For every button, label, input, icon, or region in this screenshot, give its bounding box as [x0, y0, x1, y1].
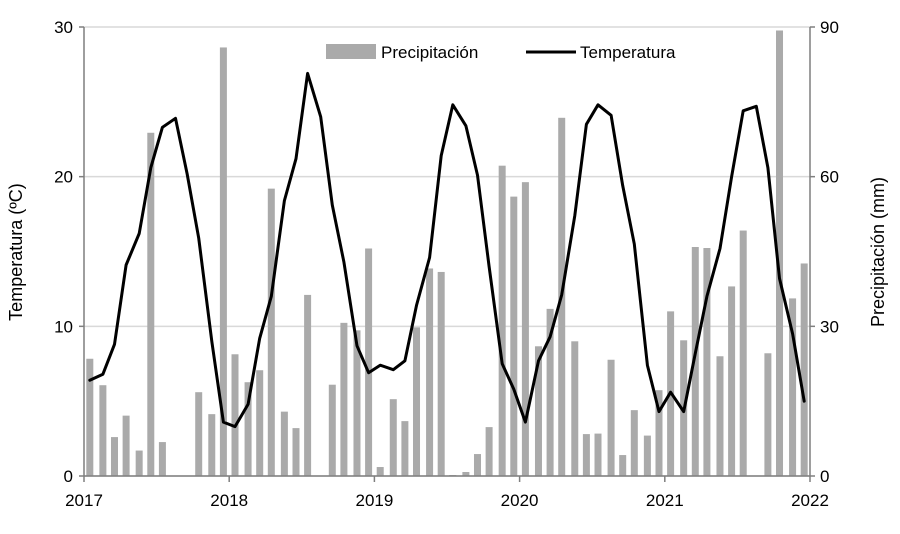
x-axis-ticks: 2017 2018 2019 2020 2021 2022	[65, 476, 829, 510]
precipitation-bar	[582, 434, 590, 476]
precipitation-bars	[86, 30, 808, 477]
precipitation-bar	[485, 427, 493, 476]
precipitation-bar	[498, 165, 506, 477]
precipitation-bar	[776, 30, 784, 477]
precipitation-bar	[110, 437, 118, 476]
precipitation-bar	[304, 294, 312, 476]
precipitation-bar	[256, 370, 264, 476]
right-tick-label: 60	[820, 168, 839, 187]
precipitation-bar	[594, 433, 602, 476]
right-tick-label: 30	[820, 317, 839, 336]
precipitation-bar	[413, 327, 421, 476]
precipitation-bar	[122, 415, 130, 476]
precipitation-bar	[426, 268, 434, 476]
precipitation-bar	[86, 358, 94, 476]
legend: Precipitación Temperatura	[326, 43, 676, 62]
precipitation-bar	[534, 346, 542, 476]
gridlines	[84, 26, 810, 477]
precipitation-bar	[437, 271, 445, 476]
legend-precipitation-swatch	[326, 44, 376, 59]
precipitation-bar	[158, 442, 166, 476]
precipitation-bar	[376, 467, 384, 476]
temperature-line	[88, 71, 806, 429]
left-tick-label: 10	[54, 317, 73, 336]
x-tick-label: 2019	[355, 491, 393, 510]
right-axis-title: Precipitación (mm)	[868, 177, 888, 327]
left-axis-title: Temperatura (ºC)	[6, 183, 26, 321]
precipitation-bar	[280, 411, 288, 476]
precipitation-bar	[147, 132, 155, 476]
precipitation-bar	[703, 248, 711, 476]
x-tick-label: 2018	[210, 491, 248, 510]
precipitation-bar	[328, 384, 336, 476]
axes	[83, 27, 811, 477]
legend-precipitation-label: Precipitación	[381, 43, 478, 62]
precipitation-bar	[764, 353, 772, 476]
precipitation-bar	[571, 341, 579, 476]
precipitation-bar	[800, 263, 808, 476]
left-tick-label: 0	[64, 467, 73, 486]
precipitation-bar	[244, 382, 252, 476]
left-tick-label: 20	[54, 168, 73, 187]
x-tick-label: 2020	[501, 491, 539, 510]
precipitation-bar	[510, 196, 518, 476]
precipitation-bar	[267, 188, 275, 476]
left-tick-label: 30	[54, 18, 73, 37]
legend-temperature-label: Temperatura	[580, 43, 676, 62]
x-tick-label: 2021	[646, 491, 684, 510]
precipitation-bar	[208, 414, 216, 476]
precipitation-bar	[546, 308, 554, 476]
right-tick-label: 0	[820, 467, 829, 486]
precipitation-bar	[219, 47, 227, 477]
precipitation-bar	[389, 399, 397, 476]
precipitation-bar	[691, 247, 699, 476]
x-tick-label: 2017	[65, 491, 103, 510]
x-tick-label: 2022	[791, 491, 829, 510]
precipitation-bar	[401, 421, 409, 476]
precipitation-bar	[643, 435, 651, 476]
left-axis-ticks: 0 10 20 30	[54, 18, 84, 486]
precipitation-bar	[99, 385, 107, 476]
precipitation-bar	[340, 322, 348, 476]
precipitation-bar	[607, 359, 615, 476]
precipitation-bar	[231, 354, 239, 476]
precipitation-bar	[462, 472, 470, 476]
precipitation-bar	[353, 330, 361, 476]
temperature-line-layer	[88, 71, 806, 429]
precipitation-bar	[728, 286, 736, 476]
right-axis-ticks: 0 30 60 90	[810, 18, 839, 486]
precipitation-bar	[655, 390, 663, 476]
precipitation-bar	[716, 356, 724, 476]
precipitation-bar	[292, 428, 300, 476]
precipitation-bar	[135, 450, 143, 476]
precipitation-bar	[473, 454, 481, 476]
right-tick-label: 90	[820, 18, 839, 37]
precipitation-bar	[739, 230, 747, 476]
precipitation-bar	[365, 248, 373, 476]
precipitation-bar	[195, 392, 203, 476]
precipitation-bar	[630, 410, 638, 476]
precipitation-bar	[619, 455, 627, 476]
precipitation-bar	[789, 298, 797, 476]
precipitation-bar	[521, 182, 529, 476]
